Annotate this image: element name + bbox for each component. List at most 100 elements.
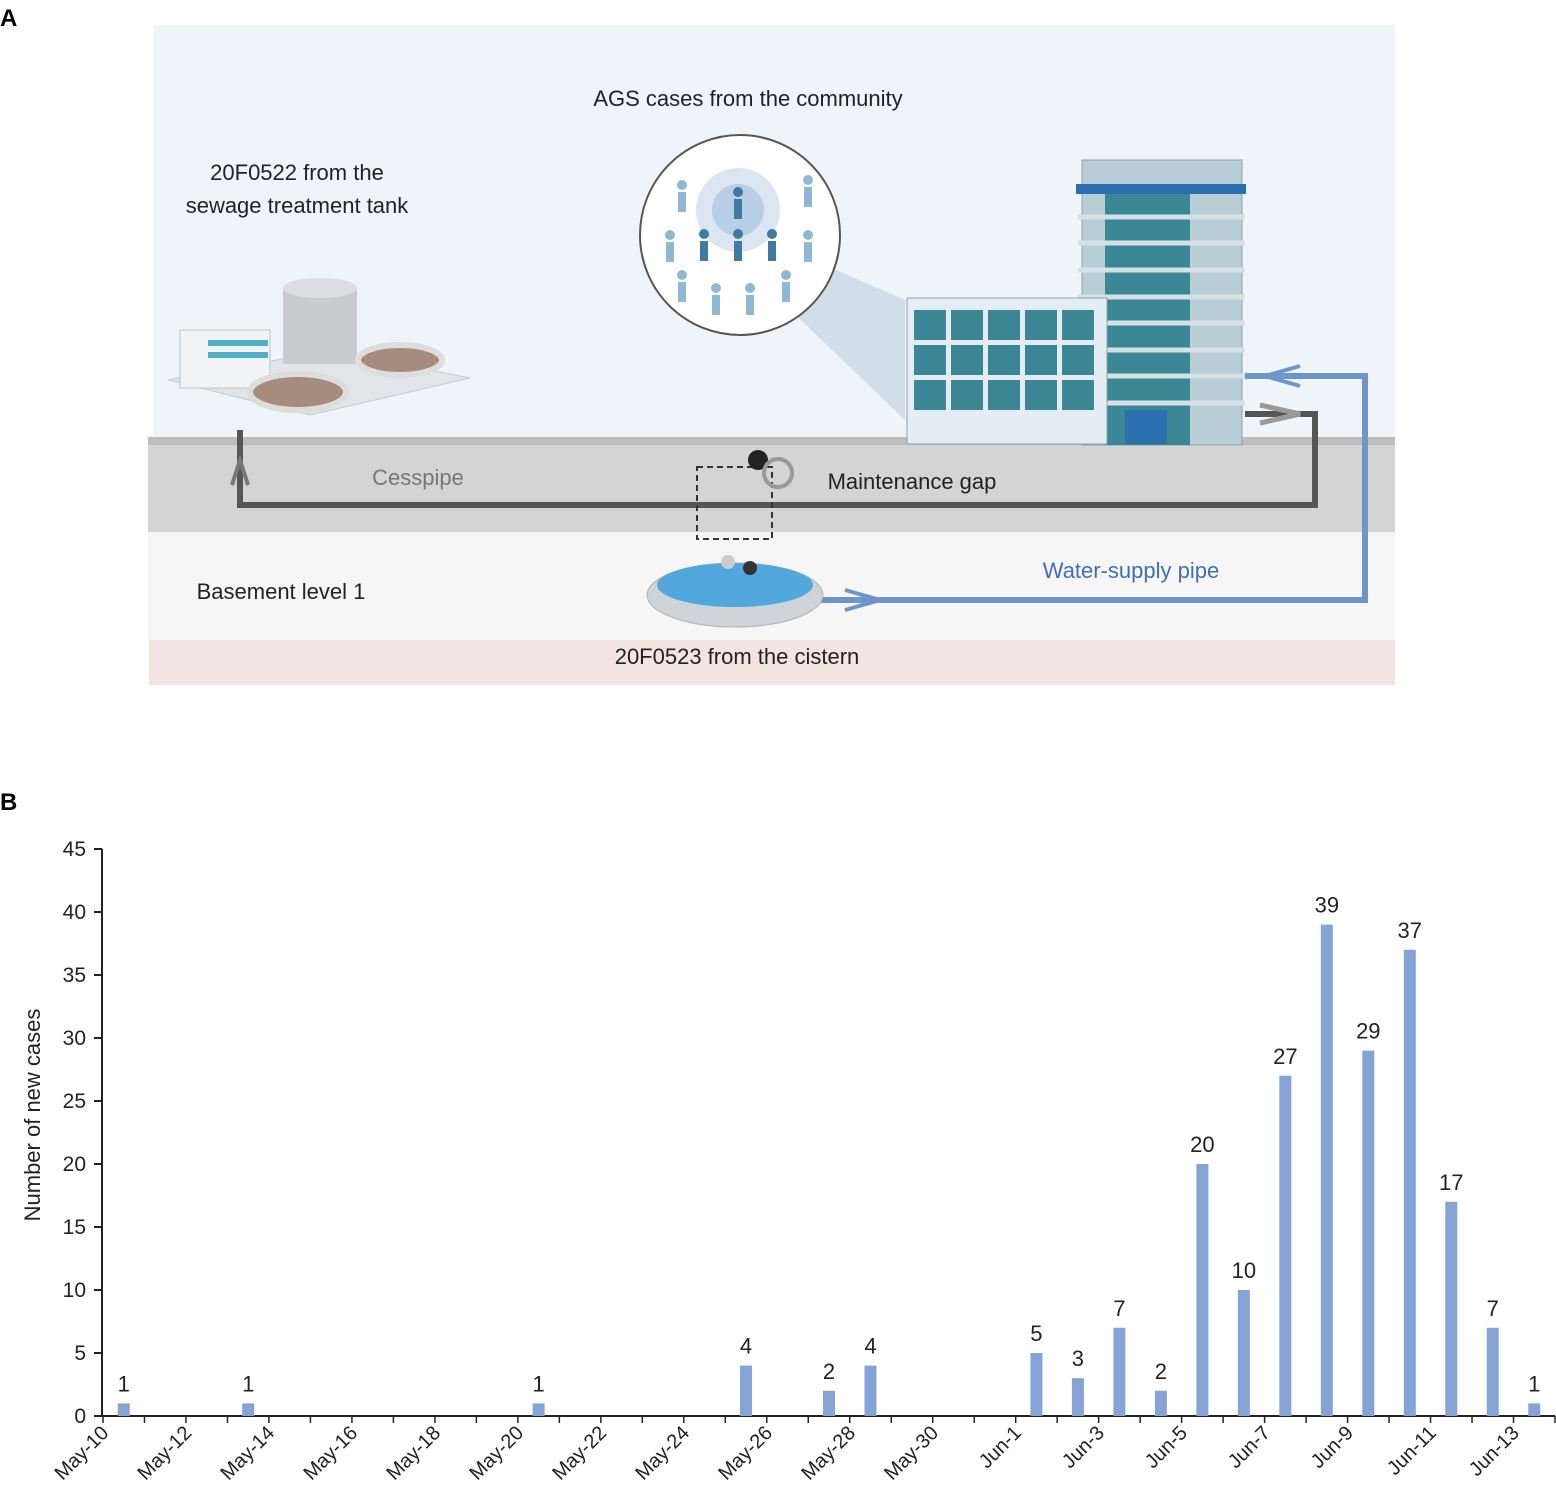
gear: [762, 457, 794, 489]
bar: [1320, 924, 1333, 1416]
cases: [699, 187, 777, 261]
x-tick-label: May-16: [299, 1422, 362, 1485]
data-label: 37: [1398, 918, 1422, 943]
bar: [823, 1390, 835, 1416]
x-tick-label: May-22: [548, 1422, 611, 1485]
label: Water-supply pipe: [1043, 558, 1219, 583]
data-label: 2: [823, 1359, 835, 1384]
x-tick-label: Jun-9: [1307, 1422, 1358, 1473]
data-label: 1: [242, 1371, 254, 1396]
plant-building: [179, 329, 271, 389]
bar: [1362, 1050, 1375, 1416]
label: 20F0522 from the: [210, 160, 384, 185]
data-label: 10: [1232, 1258, 1256, 1283]
x-tick-label: May-28: [797, 1422, 860, 1485]
data-label: 27: [1273, 1044, 1297, 1069]
data-label: 1: [118, 1371, 130, 1396]
y-tick-label: 35: [63, 964, 86, 987]
bar: [1154, 1390, 1167, 1416]
bar: [117, 1403, 130, 1416]
drop: [743, 561, 757, 575]
gear: [748, 450, 768, 470]
x-tick-label: May-12: [134, 1422, 197, 1485]
bar: [1030, 1353, 1043, 1416]
y-tick-label: 40: [63, 901, 86, 924]
label: Basement level 1: [197, 579, 366, 604]
data-label: 3: [1072, 1346, 1084, 1371]
x-tick-label: May-30: [880, 1422, 943, 1485]
y-tick-label: 15: [63, 1216, 86, 1239]
y-tick-label: 5: [74, 1342, 86, 1365]
x-tick-label: May-26: [714, 1422, 777, 1485]
data-label: 4: [740, 1334, 752, 1359]
label: sewage treatment tank: [186, 193, 410, 218]
x-tick-label: May-10: [51, 1422, 114, 1485]
arrow: [844, 588, 888, 612]
windows: [914, 310, 1094, 410]
data-label: 20: [1190, 1132, 1214, 1157]
bar: [1403, 949, 1416, 1416]
bar: [740, 1365, 753, 1416]
y-tick-label: 0: [74, 1405, 86, 1428]
x-tick-label: Jun-1: [975, 1422, 1026, 1473]
y-tick-label: 20: [63, 1153, 86, 1176]
bar: [1528, 1403, 1541, 1416]
data-label: 4: [864, 1334, 876, 1359]
data-label: 17: [1439, 1170, 1463, 1195]
bar: [1113, 1327, 1126, 1416]
data-label: 39: [1315, 893, 1339, 918]
ground-top: [148, 437, 1395, 445]
water: [657, 563, 813, 607]
door: [1125, 410, 1167, 444]
x-tick-label: May-24: [631, 1422, 694, 1485]
bar: [1196, 1164, 1209, 1416]
x-tick-label: Jun-11: [1383, 1422, 1441, 1480]
panel-label: B: [0, 789, 17, 816]
arrow: [1257, 364, 1301, 388]
window: [208, 352, 268, 358]
tank: [283, 288, 357, 364]
bar: [1279, 1075, 1292, 1416]
data-label: 7: [1113, 1296, 1125, 1321]
basin: [355, 342, 445, 378]
label: 20F0523 from the cistern: [615, 644, 860, 669]
tower-roof: [1076, 184, 1246, 194]
basin: [247, 371, 349, 413]
data-label: 2: [1155, 1359, 1167, 1384]
bar: [1071, 1378, 1084, 1416]
people: [665, 175, 813, 315]
x-tick-label: May-20: [465, 1422, 528, 1485]
y-tick-label: 30: [63, 1027, 86, 1050]
label: Cesspipe: [372, 465, 464, 490]
data-label: 1: [532, 1371, 544, 1396]
data-label: 1: [1528, 1371, 1540, 1396]
y-tick-label: 25: [63, 1090, 86, 1113]
data-label: 5: [1030, 1321, 1042, 1346]
label: Maintenance gap: [828, 469, 997, 494]
x-tick-label: Jun-13: [1465, 1422, 1524, 1481]
cistern-band: [149, 640, 1395, 685]
bar: [1486, 1327, 1499, 1416]
water-pipe: [820, 373, 1368, 603]
x-tick-label: Jun-3: [1058, 1422, 1109, 1473]
bar: [864, 1365, 877, 1416]
gap-box: [696, 466, 773, 540]
panel-label: A: [0, 5, 17, 32]
bar: [1237, 1290, 1250, 1416]
data-label: 29: [1356, 1019, 1380, 1044]
arrow: [230, 453, 250, 486]
bar: [532, 1403, 545, 1416]
arrow: [1259, 402, 1301, 426]
tower-glass: [1105, 194, 1190, 445]
x-tick-label: Jun-7: [1224, 1422, 1275, 1473]
drop: [721, 555, 735, 569]
bar: [242, 1403, 255, 1416]
label: AGS cases from the community: [593, 86, 902, 111]
data-label: 7: [1487, 1296, 1499, 1321]
tank-top: [283, 278, 357, 298]
x-tick-label: May-14: [216, 1422, 279, 1485]
y-tick-label: 10: [63, 1279, 86, 1302]
y-tick-label: 45: [63, 838, 86, 861]
